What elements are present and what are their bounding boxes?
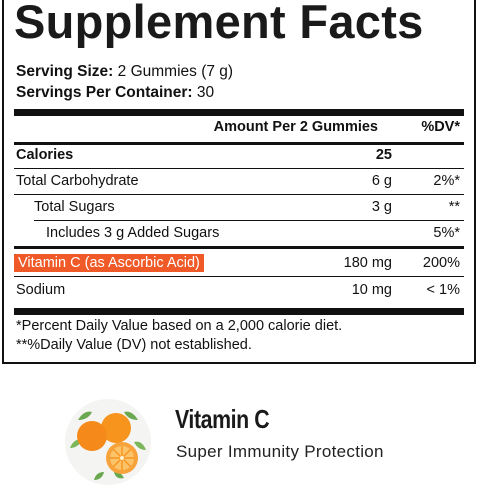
servings-per-container-label: Servings Per Container: <box>16 84 193 101</box>
amount-header: Amount Per 2 Gummies <box>213 119 378 135</box>
row-amount: 6 g <box>371 173 392 189</box>
row-dv: 2%* <box>433 173 460 189</box>
servings-per-container-value: 30 <box>196 84 215 101</box>
row-amount: 10 mg <box>351 282 392 298</box>
row-divider <box>14 194 464 195</box>
row-amount: 3 g <box>371 199 392 215</box>
row-dv: < 1% <box>426 282 460 298</box>
serving-size-value: 2 Gummies (7 g) <box>117 63 234 80</box>
column-header-row: Amount Per 2 Gummies %DV* <box>14 115 464 141</box>
serving-size-label: Serving Size: <box>16 63 114 80</box>
row-divider <box>14 168 464 169</box>
table-row: Total Carbohydrate 6 g 2%* <box>14 169 464 195</box>
row-label: Includes 3 g Added Sugars <box>46 225 220 241</box>
servings-per-container: Servings Per Container: 30 <box>16 84 214 102</box>
badge-title: Vitamin C <box>175 404 270 434</box>
row-amount: 180 mg <box>343 255 392 271</box>
supplement-facts-panel: Supplement Facts Serving Size: 2 Gummies… <box>2 0 476 364</box>
row-label: Calories <box>16 147 74 163</box>
row-label: Total Sugars <box>34 199 115 215</box>
table-row: Calories 25 <box>14 143 464 169</box>
serving-size: Serving Size: 2 Gummies (7 g) <box>16 63 233 81</box>
badge-subtitle: Super Immunity Protection <box>176 442 384 461</box>
row-amount: 25 <box>375 147 392 163</box>
row-divider <box>14 276 464 277</box>
footnote: **%Daily Value (DV) not established. <box>16 337 252 353</box>
row-dv: 5%* <box>433 225 460 241</box>
row-divider <box>34 220 464 221</box>
table-row: Includes 3 g Added Sugars 5%* <box>14 221 464 247</box>
thick-divider <box>14 308 464 315</box>
panel-title: Supplement Facts <box>14 0 424 48</box>
row-dv: 200% <box>422 255 460 271</box>
row-label: Sodium <box>16 282 66 298</box>
orange-fruit-icon <box>65 399 151 485</box>
footnote: *Percent Daily Value based on a 2,000 ca… <box>16 318 343 334</box>
row-label: Total Carbohydrate <box>16 173 139 189</box>
dv-header: %DV* <box>421 119 460 135</box>
thick-divider <box>14 109 464 116</box>
vitamin-c-highlight: Vitamin C (as Ascorbic Acid) <box>14 254 204 272</box>
row-dv: ** <box>448 199 460 215</box>
header-divider <box>14 142 464 145</box>
table-row: Vitamin C (as Ascorbic Acid) 180 mg 200% <box>14 251 464 277</box>
table-row: Sodium 10 mg < 1% <box>14 278 464 304</box>
section-divider <box>14 246 464 249</box>
table-row: Total Sugars 3 g ** <box>14 195 464 221</box>
